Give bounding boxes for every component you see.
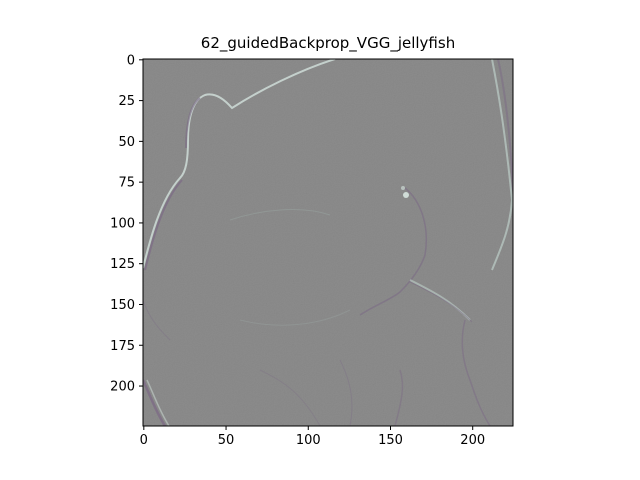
x-tick-label: 100 [296, 433, 321, 448]
x-tick-label: 200 [460, 433, 485, 448]
x-tick-label: 150 [378, 433, 403, 448]
y-tick-label: 25 [118, 94, 135, 109]
x-tick-label: 50 [218, 433, 235, 448]
bright-spot [403, 192, 409, 198]
y-tick-label: 125 [110, 257, 135, 272]
y-tick-label: 175 [110, 339, 135, 354]
y-tick-label: 75 [118, 176, 135, 191]
bell-edge-right [491, 59, 513, 271]
bell-edge-left-shadow [144, 179, 183, 271]
y-tick-label: 150 [110, 298, 135, 313]
x-axis: 0 50 100 150 200 [140, 426, 485, 448]
y-tick-label: 50 [118, 135, 135, 150]
y-axis: 0 25 50 75 100 125 150 175 200 [110, 53, 143, 395]
inner-structure [359, 187, 427, 316]
y-tick-label: 0 [127, 53, 135, 68]
image-background [143, 59, 513, 426]
y-tick-label: 100 [110, 216, 135, 231]
saliency-image [143, 59, 513, 426]
figure-title: 62_guidedBackprop_VGG_jellyfish [200, 34, 456, 52]
axes-frame [142, 58, 514, 427]
x-tick-label: 0 [140, 433, 148, 448]
y-tick-label: 200 [110, 380, 135, 395]
